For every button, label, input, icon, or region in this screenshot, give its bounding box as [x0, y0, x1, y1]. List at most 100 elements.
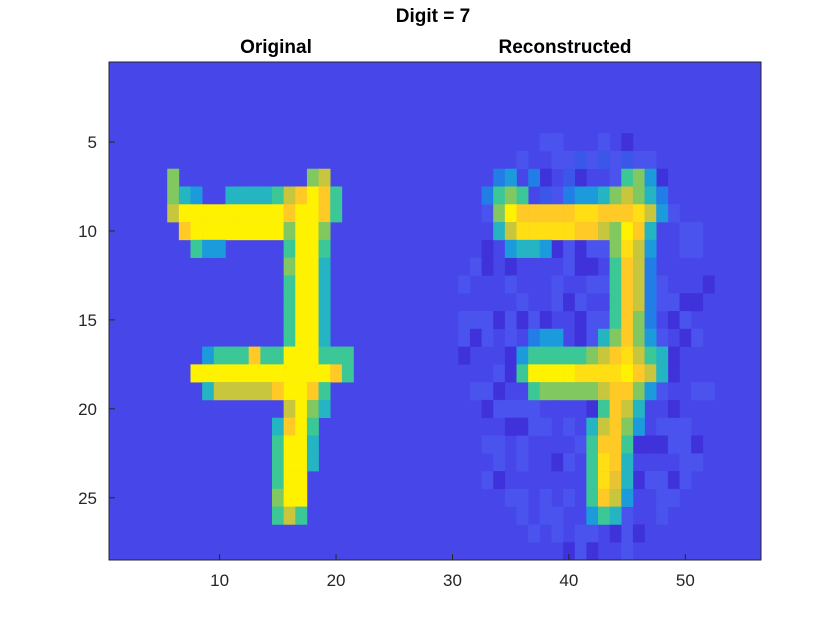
heatmap-noise-cell	[458, 275, 471, 294]
reconstructed-digit-cell	[563, 168, 576, 187]
original-digit-cell	[295, 204, 308, 223]
heatmap-noise-cell	[563, 239, 576, 258]
heatmap-noise-cell	[493, 311, 506, 330]
original-digit-cell	[178, 222, 191, 241]
reconstructed-digit-cell	[563, 364, 576, 383]
reconstructed-digit-cell	[504, 204, 517, 223]
heatmap-noise-cell	[644, 435, 657, 454]
x-tick-label: 30	[443, 571, 462, 590]
original-digit-cell	[272, 186, 284, 205]
original-digit-cell	[306, 364, 319, 383]
reconstructed-digit-cell	[551, 364, 564, 383]
original-digit-cell	[167, 186, 180, 205]
original-digit-cell	[225, 186, 238, 205]
reconstructed-digit-cell	[504, 239, 517, 258]
heatmap-noise-cell	[528, 524, 541, 543]
x-tick-label: 10	[210, 571, 229, 590]
reconstructed-digit-cell	[586, 506, 599, 525]
reconstructed-digit-cell	[644, 204, 657, 223]
heatmap-noise-cell	[458, 346, 471, 365]
heatmap-noise-cell	[656, 293, 669, 312]
reconstructed-digit-cell	[609, 346, 622, 365]
original-digit-cell	[202, 239, 215, 258]
original-digit-cell	[306, 204, 319, 223]
original-digit-cell	[283, 275, 296, 294]
heatmap-noise-cell	[551, 293, 564, 312]
heatmap-noise-cell	[679, 328, 692, 347]
reconstructed-digit-cell	[598, 364, 610, 383]
heatmap-noise-cell	[504, 275, 517, 294]
heatmap-noise-cell	[667, 471, 680, 490]
reconstructed-digit-cell	[528, 239, 541, 258]
reconstructed-digit-cell	[621, 346, 634, 365]
reconstructed-digit-cell	[609, 417, 622, 436]
reconstructed-digit-cell	[609, 471, 622, 490]
heatmap-noise-cell	[656, 168, 669, 187]
original-digit-cell	[283, 417, 296, 436]
original-digit-cell	[283, 435, 296, 454]
original-digit-cell	[283, 204, 296, 223]
original-digit-cell	[202, 382, 215, 401]
original-digit-cell	[295, 417, 308, 436]
heatmap-noise-cell	[539, 168, 552, 187]
original-digit-cell	[237, 186, 250, 205]
original-digit-cell	[190, 239, 203, 258]
reconstructed-digit-cell	[621, 222, 634, 241]
reconstructed-digit-cell	[586, 488, 599, 507]
reconstructed-digit-cell	[563, 186, 576, 205]
heatmap-noise-cell	[656, 382, 669, 401]
reconstructed-digit-cell	[656, 364, 669, 383]
reconstructed-digit-cell	[644, 168, 657, 187]
original-digit-cell	[318, 293, 331, 312]
reconstructed-digit-cell	[598, 399, 610, 419]
heatmap-noise-cell	[563, 488, 576, 507]
heatmap-noise-cell	[516, 435, 529, 454]
reconstructed-digit-cell	[621, 204, 634, 223]
original-digit-cell	[295, 382, 308, 401]
reconstructed-digit-cell	[621, 257, 634, 276]
reconstructed-digit-cell	[516, 204, 529, 223]
original-digit-cell	[330, 186, 343, 205]
reconstructed-digit-cell	[609, 293, 622, 312]
heatmap-noise-cell	[679, 435, 692, 454]
original-digit-cell	[272, 471, 284, 490]
heatmap-noise-cell	[691, 222, 704, 241]
reconstructed-digit-cell	[609, 311, 622, 330]
original-digit-cell	[178, 186, 191, 205]
heatmap-noise-cell	[481, 328, 494, 347]
heatmap-noise-cell	[667, 364, 680, 383]
heatmap-noise-cell	[563, 453, 576, 472]
heatmap-noise-cell	[586, 328, 599, 347]
original-digit-cell	[318, 186, 331, 205]
reconstructed-digit-cell	[609, 257, 622, 276]
heatmap-noise-cell	[574, 328, 587, 347]
original-digit-cell	[330, 204, 343, 223]
heatmap-noise-cell	[504, 488, 517, 507]
original-digit-cell	[295, 328, 308, 347]
heatmap-noise-cell	[679, 222, 692, 241]
original-digit-cell	[318, 382, 331, 401]
original-digit-cell	[167, 204, 180, 223]
original-digit-cell	[260, 186, 273, 205]
reconstructed-digit-cell	[598, 382, 610, 401]
heatmap-noise-cell	[504, 346, 517, 365]
heatmap-noise-cell	[656, 488, 669, 507]
heatmap-noise-cell	[621, 506, 634, 525]
heatmap-noise-cell	[539, 133, 552, 152]
heatmap-noise-cell	[539, 506, 552, 525]
heatmap-noise-cell	[632, 150, 645, 170]
original-digit-cell	[283, 488, 296, 507]
heatmap-noise-cell	[493, 382, 506, 401]
reconstructed-digit-cell	[632, 399, 645, 419]
reconstructed-digit-cell	[621, 399, 634, 419]
y-tick-label: 5	[88, 133, 97, 152]
reconstructed-digit-cell	[528, 364, 541, 383]
reconstructed-digit-cell	[632, 382, 645, 401]
original-digit-cell	[306, 328, 319, 347]
original-digit-cell	[295, 186, 308, 205]
heatmap-noise-cell	[493, 453, 506, 472]
heatmap-noise-cell	[516, 399, 529, 419]
heatmap-noise-cell	[493, 399, 506, 419]
original-digit-cell	[283, 257, 296, 276]
